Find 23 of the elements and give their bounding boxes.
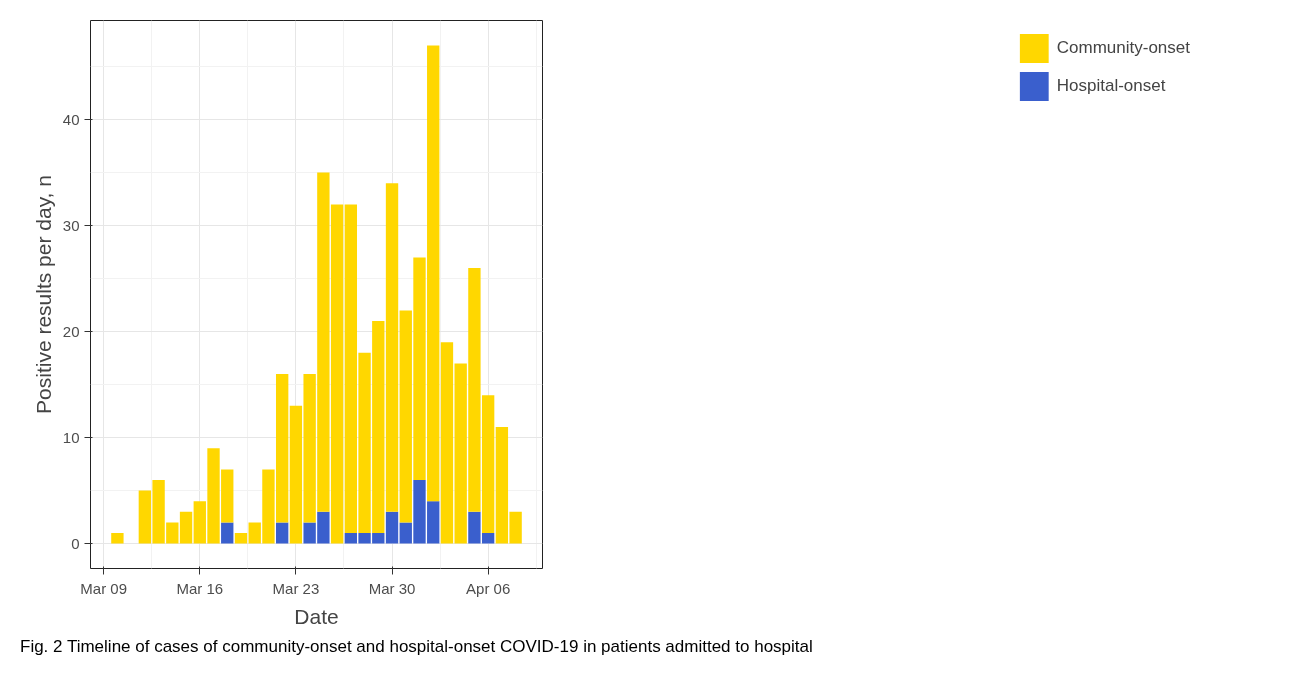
bar	[111, 532, 124, 544]
legend-label: Hospital-onset	[1056, 76, 1166, 96]
y-tick-label: 30	[62, 216, 80, 234]
x-axis-title: Date	[294, 604, 339, 628]
x-tick-label: Apr 06	[466, 579, 511, 597]
bar	[440, 342, 454, 544]
bar	[179, 511, 193, 544]
bar	[385, 183, 399, 512]
bar	[385, 511, 399, 544]
legend-label: Community-onset	[1056, 38, 1190, 58]
x-tick-label: Mar 23	[272, 579, 320, 597]
y-tick-label: 10	[62, 428, 80, 446]
caption: Fig. 2 Timeline of cases of community-onset and hospital-onset COVID-19 in patients admitted to hospital	[20, 636, 813, 658]
bar	[221, 522, 234, 544]
x-tick-label: Mar 09	[80, 579, 127, 597]
x-tick-label: Mar 30	[368, 579, 416, 597]
bar	[275, 522, 289, 544]
x-tick-label: Mar 16	[176, 579, 224, 597]
y-tick-label: 0	[71, 534, 80, 552]
y-axis-title: Positive results per day, n	[31, 175, 55, 414]
y-tick-label: 40	[62, 110, 80, 128]
y-tick-label: 20	[62, 322, 80, 340]
bar	[234, 532, 248, 544]
